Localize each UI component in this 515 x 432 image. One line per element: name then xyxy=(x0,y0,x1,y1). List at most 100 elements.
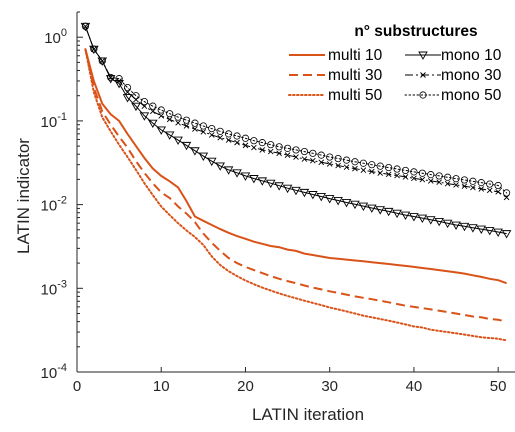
circle-marker xyxy=(444,173,452,181)
legend-label: multi 50 xyxy=(328,87,383,104)
triangle-marker xyxy=(333,197,343,206)
legend-label: mono 10 xyxy=(441,47,502,64)
circle-marker xyxy=(494,181,502,190)
legend: n° substructures multi 10 multi 30 multi 5… xyxy=(286,12,515,104)
circle-marker xyxy=(334,154,342,163)
legend-title: n° substructures xyxy=(354,23,477,40)
circle-marker xyxy=(199,122,207,130)
circle-marker xyxy=(233,132,241,140)
circle-marker xyxy=(351,158,359,166)
circle-marker xyxy=(419,91,427,99)
circle-marker xyxy=(166,110,174,118)
x-marker xyxy=(242,142,249,149)
triangle-marker xyxy=(240,172,251,181)
x-marker xyxy=(183,123,190,129)
series-line-multi-10 xyxy=(84,48,507,285)
x-marker xyxy=(293,154,299,160)
x-marker xyxy=(175,119,181,126)
circle-marker xyxy=(460,176,469,184)
x-marker xyxy=(394,172,400,179)
x-marker xyxy=(385,171,392,178)
circle-marker xyxy=(123,83,132,92)
circle-marker xyxy=(90,45,98,53)
circle-marker xyxy=(418,169,426,177)
x-marker xyxy=(133,96,139,103)
circle-marker xyxy=(435,172,443,180)
circle-marker xyxy=(275,143,283,151)
triangle-marker xyxy=(418,51,428,60)
triangle-marker xyxy=(442,219,453,229)
x-tick-label: 10 xyxy=(153,378,170,395)
triangle-marker xyxy=(206,157,217,167)
x-marker xyxy=(192,126,198,132)
triangle-marker xyxy=(274,182,284,191)
triangle-marker xyxy=(417,214,428,223)
x-marker xyxy=(234,139,240,146)
triangle-marker xyxy=(409,213,419,222)
x-tick-label: 50 xyxy=(490,378,507,395)
triangle-marker xyxy=(249,175,259,184)
legend-item-mono-50: mono 50 xyxy=(404,87,502,104)
circle-marker xyxy=(216,127,224,135)
x-marker xyxy=(149,108,156,115)
x-marker xyxy=(470,184,476,191)
legend-item-multi-30: multi 30 xyxy=(289,67,383,84)
x-marker xyxy=(427,178,434,184)
circle-marker xyxy=(410,168,418,176)
triangle-marker xyxy=(181,141,192,151)
legend-item-mono-10: mono 10 xyxy=(405,47,502,64)
series-mono-50 xyxy=(81,22,511,197)
triangle-marker xyxy=(173,136,183,145)
x-marker xyxy=(420,72,426,78)
legend-item-multi-50: multi 50 xyxy=(288,87,383,104)
y-tick-label: 10-3 xyxy=(41,278,67,298)
circle-marker xyxy=(309,149,317,157)
y-tick-label: 10-1 xyxy=(41,111,67,131)
x-tick-label: 30 xyxy=(321,378,338,395)
circle-marker xyxy=(300,147,309,156)
triangle-marker xyxy=(350,200,360,210)
series-line-multi-30 xyxy=(84,48,507,323)
circle-marker xyxy=(208,124,216,133)
circle-marker xyxy=(359,159,367,167)
triangle-marker xyxy=(156,126,167,135)
triangle-marker xyxy=(190,147,200,156)
triangle-marker xyxy=(324,195,335,204)
x-marker xyxy=(326,161,333,167)
plot-axes: 0 10 20 30 40 50 100 10-1 10-2 10-3 10-4 xyxy=(41,11,515,395)
x-marker xyxy=(419,176,426,183)
circle-marker xyxy=(292,146,300,154)
circle-marker xyxy=(140,98,148,106)
x-tick-label: 20 xyxy=(237,378,254,395)
circle-marker xyxy=(182,116,191,124)
x-marker xyxy=(495,189,501,195)
triangle-marker xyxy=(148,119,158,129)
triangle-marker xyxy=(164,131,175,140)
x-marker xyxy=(158,112,165,119)
legend-item-multi-10: multi 10 xyxy=(289,47,383,64)
x-tick-label: 40 xyxy=(406,378,423,395)
circle-marker xyxy=(174,113,182,121)
circle-marker xyxy=(157,106,165,114)
plot-series xyxy=(80,22,512,342)
series-multi-10 xyxy=(84,48,507,285)
triangle-marker xyxy=(223,166,234,175)
x-marker xyxy=(208,132,215,138)
x-marker xyxy=(360,167,367,173)
triangle-marker xyxy=(501,230,512,239)
x-marker xyxy=(276,150,282,157)
x-marker xyxy=(284,152,291,158)
series-mono-30 xyxy=(82,23,510,201)
circle-marker xyxy=(477,179,485,187)
x-tick-label: 0 xyxy=(73,378,81,395)
x-marker xyxy=(461,183,468,189)
triangle-marker xyxy=(392,209,402,219)
circle-marker xyxy=(385,163,393,172)
triangle-marker xyxy=(493,228,503,237)
legend-label: mono 50 xyxy=(441,87,502,104)
circle-marker xyxy=(427,171,435,179)
x-marker xyxy=(377,170,384,176)
triangle-marker xyxy=(459,222,470,232)
circle-marker xyxy=(376,162,384,170)
